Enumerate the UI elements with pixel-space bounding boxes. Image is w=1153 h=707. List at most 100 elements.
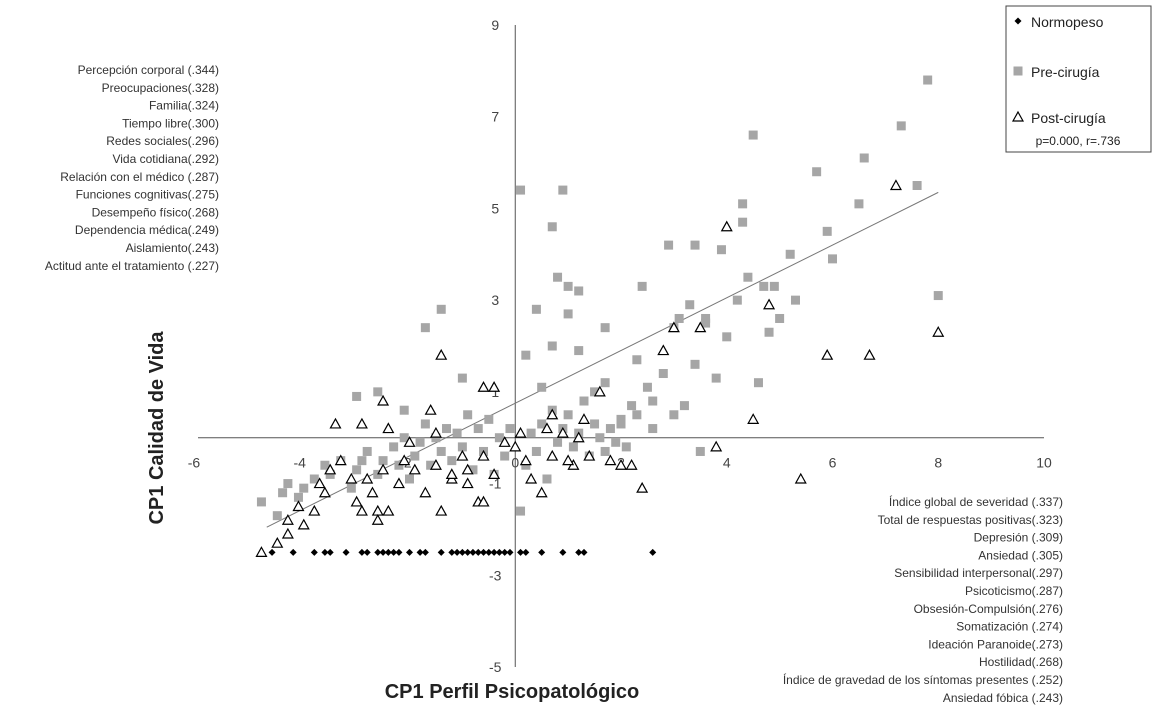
post-cirugia-point	[334, 454, 347, 466]
x-loading-label: Obsesión-Compulsión(.276)	[914, 602, 1063, 616]
post-cirugia-point	[525, 472, 538, 484]
post-cirugia-point	[889, 179, 902, 191]
pre-cirugia-point	[669, 410, 679, 420]
pre-cirugia-point	[790, 295, 800, 305]
y-loading-label: Actitud ante el tratamiento (.227)	[45, 259, 219, 273]
post-cirugia-point	[371, 504, 384, 516]
post-cirugia-point	[281, 514, 294, 525]
y-tick-label: 9	[491, 17, 499, 33]
pre-cirugia-point	[637, 281, 647, 291]
post-cirugia-point	[710, 440, 723, 452]
normopeso-point	[384, 548, 392, 556]
x-tick-label: 8	[934, 455, 942, 471]
pre-cirugia-point	[716, 245, 726, 255]
y-loading-label: Familia(.324)	[149, 99, 219, 113]
normopeso-point	[310, 548, 318, 556]
x-loading-label: Índice global de severidad (.337)	[889, 494, 1063, 509]
pre-cirugia-point	[658, 369, 668, 379]
normopeso-point	[390, 548, 398, 556]
pre-cirugia-point	[516, 506, 526, 516]
pre-cirugia-point	[283, 479, 293, 489]
normopeso-point	[395, 548, 403, 556]
post-cirugia-point	[614, 458, 628, 470]
pre-cirugia-point	[933, 291, 943, 301]
post-cirugia-point	[281, 527, 294, 539]
pre-cirugia-point	[769, 281, 779, 291]
pre-cirugia-point	[674, 313, 684, 323]
post-cirugia-point	[324, 463, 337, 475]
pre-cirugia-point	[399, 405, 409, 415]
post-cirugia-point	[318, 486, 331, 498]
normopeso-point	[421, 548, 429, 556]
pre-cirugia-point	[415, 437, 425, 447]
x-loading-label: Ansiedad (.305)	[978, 548, 1063, 562]
normopeso-point	[495, 548, 503, 556]
normopeso-point	[453, 548, 461, 556]
post-cirugia-point	[593, 385, 606, 397]
legend-pre-cirugia-marker	[1013, 66, 1023, 76]
post-cirugia-point	[461, 477, 474, 489]
post-cirugia-point	[419, 486, 432, 498]
y-loading-label: Dependencia médica(.249)	[75, 223, 219, 237]
pre-cirugia-point	[399, 433, 409, 443]
legend-normopeso-marker	[1014, 17, 1022, 25]
x-axis-loadings: Índice global de severidad (.337) Total d…	[783, 494, 1063, 705]
post-cirugia-point	[477, 449, 490, 461]
pre-cirugia-point	[748, 130, 758, 140]
post-cirugia-point	[657, 344, 670, 356]
post-cirugia-point	[932, 326, 945, 337]
pre-cirugia-point	[828, 254, 837, 264]
pre-cirugia-point	[711, 373, 721, 383]
post-cirugia-point	[350, 495, 363, 507]
pre-cirugia-point	[389, 442, 399, 452]
pre-cirugia-point	[352, 391, 362, 401]
pre-cirugia-point	[764, 327, 774, 337]
legend-normopeso-label: Normopeso	[1031, 14, 1104, 30]
post-cirugia-point	[371, 514, 384, 525]
post-cirugia-point	[377, 463, 390, 475]
x-tick-label: 6	[829, 455, 837, 471]
pre-cirugia-point	[494, 433, 504, 443]
pre-cirugia-point	[759, 281, 769, 291]
post-cirugia-point	[382, 504, 395, 516]
normopeso-point	[522, 548, 530, 556]
pre-cirugia-point	[436, 304, 446, 314]
pre-cirugia-point	[357, 456, 367, 466]
post-cirugia-point	[429, 458, 442, 470]
pre-cirugia-point	[590, 419, 600, 429]
pre-cirugia-point	[531, 304, 541, 314]
x-loading-label: Sensibilidad interpersonal(.297)	[894, 566, 1063, 580]
pre-cirugia-point	[563, 309, 573, 319]
normopeso-point	[363, 548, 371, 556]
post-cirugia-point	[604, 454, 617, 466]
post-cirugia-point	[572, 431, 585, 443]
pre-cirugia-point	[616, 414, 626, 424]
pre-cirugia-point	[278, 488, 288, 498]
pre-cirugia-point	[293, 492, 303, 502]
x-loading-label: Ideación Paranoide(.273)	[928, 637, 1063, 651]
y-loading-label: Tiempo libre(.300)	[122, 116, 219, 130]
pre-cirugia-point	[743, 272, 753, 282]
normopeso-point	[358, 548, 366, 556]
normopeso-point	[321, 548, 329, 556]
normopeso-point	[580, 548, 588, 556]
pre-cirugia-point	[679, 401, 689, 411]
post-cirugia-point	[514, 426, 527, 438]
post-cirugia-point	[540, 422, 553, 434]
post-cirugia-point	[297, 518, 310, 530]
pre-cirugia-point	[923, 75, 933, 85]
pre-cirugia-point	[420, 419, 430, 429]
x-loading-label: Somatización (.274)	[956, 620, 1063, 634]
x-loading-label: Psicoticismo(.287)	[965, 584, 1063, 598]
post-cirugia-point	[271, 536, 284, 548]
pre-cirugia-point	[521, 350, 531, 360]
post-cirugia-point	[355, 504, 368, 516]
normopeso-point	[289, 548, 297, 556]
y-loading-label: Relación con el médico (.287)	[60, 170, 219, 184]
post-cirugia-point	[667, 321, 680, 333]
pre-cirugia-point	[600, 378, 610, 388]
post-cirugia-point	[477, 495, 490, 507]
post-cirugia-point	[583, 449, 596, 461]
post-cirugia-point	[345, 472, 358, 484]
post-cirugia-point	[509, 440, 522, 452]
